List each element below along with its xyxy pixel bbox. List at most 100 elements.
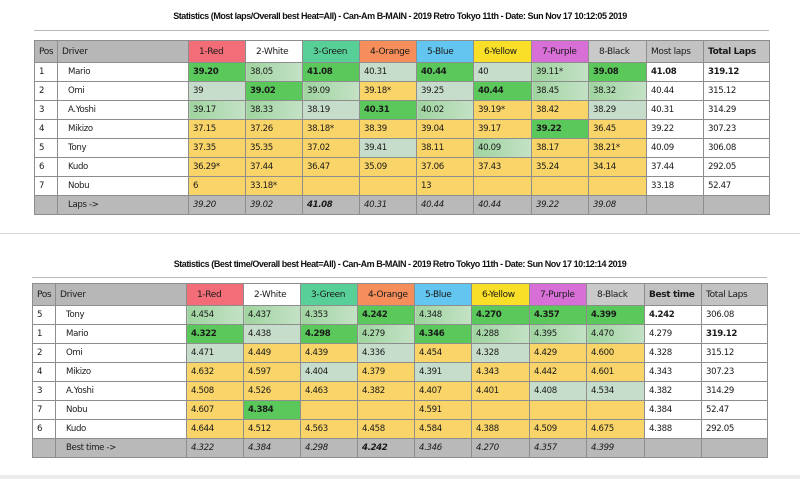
best-time-cell: 4.384 xyxy=(644,400,702,420)
footer-lane-best: 39.02 xyxy=(245,195,303,215)
column-header-2-white[interactable]: 2-White xyxy=(243,283,301,306)
column-header-5-blue[interactable]: 5-Blue xyxy=(416,40,474,63)
lane-cell: 38.18* xyxy=(302,119,360,139)
table-row: 4 Mikizo 4.632 4.597 4.404 4.379 4.391 4.343 4.4… xyxy=(32,362,768,382)
lane-cell: 4.454 xyxy=(186,305,244,325)
pos-cell: 5 xyxy=(34,138,58,158)
driver-cell: Tony xyxy=(55,305,187,325)
lane-cell: 36.45 xyxy=(588,119,647,139)
lane-cell: 35.09 xyxy=(359,157,417,177)
lane-cell: 4.404 xyxy=(300,362,358,382)
column-header-8-black[interactable]: 8-Black xyxy=(588,40,647,63)
driver-cell: Omi xyxy=(57,81,189,101)
lane-cell: 4.399 xyxy=(586,305,645,325)
lane-cell xyxy=(359,176,417,196)
column-header-3-green[interactable]: 3-Green xyxy=(300,283,358,306)
pos-cell: 2 xyxy=(34,81,58,101)
table-row: 1 Mario 39.20 38.05 41.08 40.31 40.44 40 39.11* 3… xyxy=(34,62,770,82)
driver-cell: Omi xyxy=(55,343,187,363)
lane-cell: 4.600 xyxy=(586,343,645,363)
column-header-best-time[interactable]: Best time xyxy=(644,283,702,306)
column-header-8-black[interactable]: 8-Black xyxy=(586,283,645,306)
lane-cell: 40.02 xyxy=(416,100,474,120)
column-header-driver[interactable]: Driver xyxy=(57,40,189,63)
best-time-table: Pos Driver 1-Red 2-White 3-Green 4-Orange 5-Bl… xyxy=(32,283,768,458)
title-rule xyxy=(34,30,769,31)
lane-cell: 40.31 xyxy=(359,100,417,120)
pos-cell: 4 xyxy=(34,119,58,139)
column-header-6-yellow[interactable]: 6-Yellow xyxy=(473,40,532,63)
lane-cell: 4.382 xyxy=(357,381,415,401)
footer-blank xyxy=(644,438,702,458)
total-laps-cell: 315.12 xyxy=(701,343,768,363)
driver-cell: Mikizo xyxy=(57,119,189,139)
column-header-most-laps[interactable]: Most laps xyxy=(646,40,704,63)
footer-lane-best: 4.270 xyxy=(471,438,530,458)
best-time-cell: 4.343 xyxy=(644,362,702,382)
column-header-7-purple[interactable]: 7-Purple xyxy=(529,283,587,306)
column-header-pos[interactable]: Pos xyxy=(34,40,58,63)
lane-cell: 37.06 xyxy=(416,157,474,177)
lane-cell: 37.35 xyxy=(188,138,246,158)
column-header-2-white[interactable]: 2-White xyxy=(245,40,303,63)
column-header-6-yellow[interactable]: 6-Yellow xyxy=(471,283,530,306)
lane-cell: 39.04 xyxy=(416,119,474,139)
lane-cell: 39.25 xyxy=(416,81,474,101)
best-time-cell: 4.279 xyxy=(644,324,702,344)
footer-lane-best: 40.31 xyxy=(359,195,417,215)
most-laps-cell: 40.44 xyxy=(646,81,704,101)
lane-cell xyxy=(531,176,589,196)
lane-cell: 4.242 xyxy=(357,305,415,325)
lane-cell: 4.343 xyxy=(471,362,530,382)
footer-lane-best: 40.44 xyxy=(416,195,474,215)
lane-cell: 4.429 xyxy=(529,343,587,363)
best-time-cell: 4.388 xyxy=(644,419,702,439)
lane-cell: 39.09 xyxy=(302,81,360,101)
driver-cell: Kudo xyxy=(55,419,187,439)
total-laps-cell: 306.08 xyxy=(701,305,768,325)
footer-lane-best: 39.20 xyxy=(188,195,246,215)
column-header-total-laps[interactable]: Total Laps xyxy=(703,40,770,63)
total-laps-cell: 292.05 xyxy=(701,419,768,439)
lane-cell: 35.35 xyxy=(245,138,303,158)
column-header-total-laps[interactable]: Total Laps xyxy=(701,283,768,306)
lane-cell: 38.42 xyxy=(531,100,589,120)
header-row: Pos Driver 1-Red 2-White 3-Green 4-Orange 5-Bl… xyxy=(34,40,770,63)
column-header-1-red[interactable]: 1-Red xyxy=(188,40,246,63)
lane-cell: 38.39 xyxy=(359,119,417,139)
table-row: 2 Omi 4.471 4.449 4.439 4.336 4.454 4.328 4.429 4… xyxy=(32,343,768,363)
column-header-4-orange[interactable]: 4-Orange xyxy=(359,40,417,63)
column-header-7-purple[interactable]: 7-Purple xyxy=(531,40,589,63)
lane-cell: 37.15 xyxy=(188,119,246,139)
pos-cell: 5 xyxy=(32,305,56,325)
pos-cell: 6 xyxy=(32,419,56,439)
table-row: 7 Nobu 4.607 4.384 4.591 4.384 52.47 xyxy=(32,400,768,420)
pos-cell: 2 xyxy=(32,343,56,363)
table-row: 5 Tony 37.35 35.35 37.02 39.41 38.11 40.09 38.17… xyxy=(34,138,770,158)
column-header-1-red[interactable]: 1-Red xyxy=(186,283,244,306)
lane-cell: 4.395 xyxy=(529,324,587,344)
column-header-pos[interactable]: Pos xyxy=(32,283,56,306)
column-header-5-blue[interactable]: 5-Blue xyxy=(414,283,472,306)
footer-lane-best: 4.322 xyxy=(186,438,244,458)
lane-cell: 4.401 xyxy=(471,381,530,401)
lane-cell: 35.24 xyxy=(531,157,589,177)
footer-row: Laps -> 39.20 39.02 41.08 40.31 40.44 40.44 39.… xyxy=(34,195,770,215)
total-laps-cell: 307.23 xyxy=(701,362,768,382)
best-time-cell: 4.242 xyxy=(644,305,702,325)
pos-cell: 6 xyxy=(34,157,58,177)
column-header-4-orange[interactable]: 4-Orange xyxy=(357,283,415,306)
lane-cell: 4.346 xyxy=(414,324,472,344)
driver-cell: Tony xyxy=(57,138,189,158)
table2-title: Statistics (Best time/Overall best Heat=… xyxy=(173,259,627,269)
column-header-3-green[interactable]: 3-Green xyxy=(302,40,360,63)
lane-cell: 39.22 xyxy=(531,119,589,139)
lane-cell: 37.26 xyxy=(245,119,303,139)
lane-cell: 36.29* xyxy=(188,157,246,177)
footer-blank xyxy=(32,438,56,458)
total-laps-cell: 319.12 xyxy=(703,62,770,82)
footer-blank xyxy=(646,195,704,215)
column-header-driver[interactable]: Driver xyxy=(55,283,187,306)
lane-cell: 37.44 xyxy=(245,157,303,177)
most-laps-cell: 40.31 xyxy=(646,100,704,120)
